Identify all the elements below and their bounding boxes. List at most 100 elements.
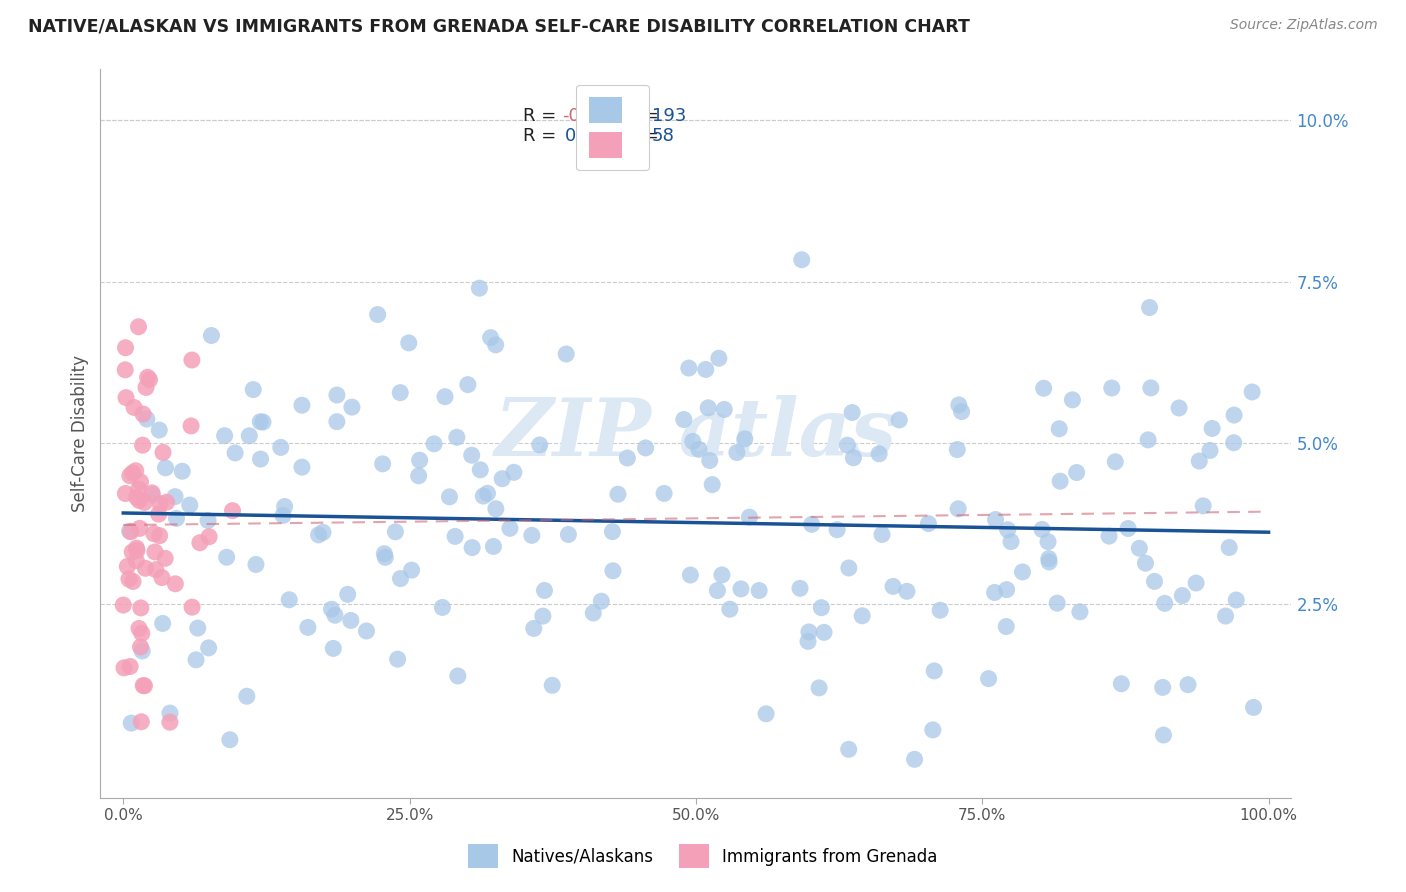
- Point: [541, 678, 564, 692]
- Point: [702, 477, 724, 491]
- Point: [1049, 474, 1071, 488]
- Point: [470, 463, 492, 477]
- Point: [125, 541, 148, 555]
- Point: [950, 404, 973, 418]
- Point: [142, 526, 165, 541]
- Point: [555, 347, 578, 361]
- Point: [152, 616, 174, 631]
- Point: [1185, 576, 1208, 591]
- Point: [479, 331, 502, 345]
- Point: [602, 524, 624, 539]
- Point: [1069, 605, 1091, 619]
- Point: [790, 252, 813, 267]
- Point: [371, 457, 394, 471]
- Text: N =: N =: [613, 128, 664, 145]
- Point: [135, 380, 157, 394]
- Point: [150, 571, 173, 585]
- Point: [1101, 381, 1123, 395]
- Point: [131, 438, 153, 452]
- Point: [688, 442, 710, 457]
- Point: [135, 412, 157, 426]
- Point: [114, 341, 136, 355]
- Point: [340, 400, 363, 414]
- Point: [1199, 443, 1222, 458]
- Point: [134, 561, 156, 575]
- Point: [533, 583, 555, 598]
- Point: [682, 434, 704, 449]
- Point: [387, 652, 409, 666]
- Point: [713, 402, 735, 417]
- Point: [291, 460, 314, 475]
- Point: [165, 490, 187, 504]
- Point: [159, 706, 181, 720]
- Point: [128, 521, 150, 535]
- Text: -0.074: -0.074: [562, 107, 620, 125]
- Point: [121, 466, 143, 480]
- Point: [477, 486, 499, 500]
- Point: [1188, 454, 1211, 468]
- Point: [373, 547, 395, 561]
- Point: [797, 624, 820, 639]
- Point: [125, 543, 148, 558]
- Point: [995, 619, 1018, 633]
- Point: [181, 353, 204, 368]
- Point: [1153, 596, 1175, 610]
- Point: [929, 603, 952, 617]
- Point: [699, 453, 721, 467]
- Point: [903, 752, 925, 766]
- Point: [114, 363, 136, 377]
- Point: [946, 501, 969, 516]
- Point: [634, 441, 657, 455]
- Point: [408, 468, 430, 483]
- Point: [1036, 534, 1059, 549]
- Point: [159, 715, 181, 730]
- Point: [141, 488, 163, 502]
- Point: [838, 742, 860, 756]
- Text: ZIP atlas: ZIP atlas: [495, 394, 897, 472]
- Point: [1000, 534, 1022, 549]
- Point: [582, 606, 605, 620]
- Point: [128, 482, 150, 496]
- Text: 0.188: 0.188: [565, 128, 616, 145]
- Point: [179, 498, 201, 512]
- Point: [1137, 433, 1160, 447]
- Point: [922, 664, 945, 678]
- Point: [1168, 401, 1191, 415]
- Point: [132, 407, 155, 421]
- Point: [122, 574, 145, 589]
- Point: [1111, 677, 1133, 691]
- Point: [143, 545, 166, 559]
- Point: [155, 460, 177, 475]
- Point: [249, 415, 271, 429]
- Point: [187, 621, 209, 635]
- Point: [789, 582, 811, 596]
- Point: [1032, 381, 1054, 395]
- Point: [401, 563, 423, 577]
- Point: [181, 600, 204, 615]
- Point: [984, 512, 1007, 526]
- Point: [977, 672, 1000, 686]
- Point: [423, 437, 446, 451]
- Point: [224, 446, 246, 460]
- Point: [1139, 301, 1161, 315]
- Point: [200, 328, 222, 343]
- Point: [242, 383, 264, 397]
- Point: [236, 690, 259, 704]
- Point: [1062, 392, 1084, 407]
- Point: [1038, 551, 1060, 566]
- Point: [439, 490, 461, 504]
- Point: [389, 385, 412, 400]
- Point: [165, 576, 187, 591]
- Point: [529, 438, 551, 452]
- Point: [444, 529, 467, 543]
- Point: [602, 564, 624, 578]
- Text: R =: R =: [523, 107, 562, 125]
- Point: [607, 487, 630, 501]
- Point: [145, 563, 167, 577]
- Point: [117, 559, 139, 574]
- Point: [120, 716, 142, 731]
- Point: [748, 583, 770, 598]
- Point: [1177, 678, 1199, 692]
- Point: [917, 516, 939, 531]
- Point: [128, 493, 150, 508]
